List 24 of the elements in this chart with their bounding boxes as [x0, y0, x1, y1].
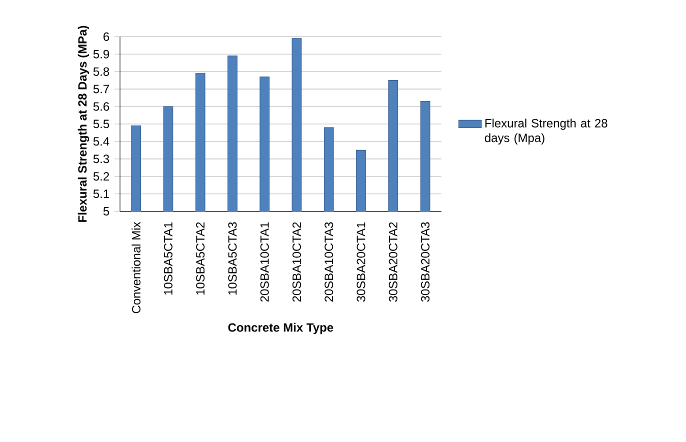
y-tick-label: 5.3 — [93, 154, 110, 164]
x-tick-label: 10SBA5CTA2 — [196, 222, 205, 295]
y-tick-label: 6 — [104, 32, 110, 41]
y-tick-label: 5.6 — [93, 102, 110, 111]
x-tick-label: 30SBA20CTA3 — [421, 222, 430, 302]
x-tick-label: 10SBA5CTA1 — [164, 222, 172, 295]
y-tick-label: 5.2 — [93, 172, 109, 181]
y-tick-label: 5.5 — [93, 120, 110, 128]
y-tick-label: 5 — [103, 207, 110, 216]
x-tick-label: 20SBA10CTA2 — [292, 222, 301, 302]
x-tick-label: 30SBA20CTA2 — [388, 222, 398, 302]
y-tick-label: 5.7 — [93, 84, 109, 94]
y-tick-label: 5.9 — [93, 50, 110, 58]
legend-label: Flexural Strength at 28 days (Mpa) — [484, 118, 608, 144]
x-tick-label: 20SBA10CTA3 — [324, 222, 334, 302]
x-tick-label: 10SBA5CTA3 — [228, 222, 237, 295]
x-tick-label: 30SBA20CTA1 — [356, 222, 366, 302]
y-axis-title: Flexural Strength at 28 Days (MPa) — [78, 26, 90, 222]
y-tick-label: 5.4 — [93, 137, 110, 146]
x-tick-label: Conventional Mix — [132, 222, 140, 314]
x-tick-label: 20SBA10CTA1 — [260, 222, 269, 302]
y-tick-label: 5.1 — [93, 190, 110, 198]
y-tick-label: 5.8 — [93, 67, 110, 76]
x-axis-title: Concrete Mix Type — [228, 322, 334, 334]
